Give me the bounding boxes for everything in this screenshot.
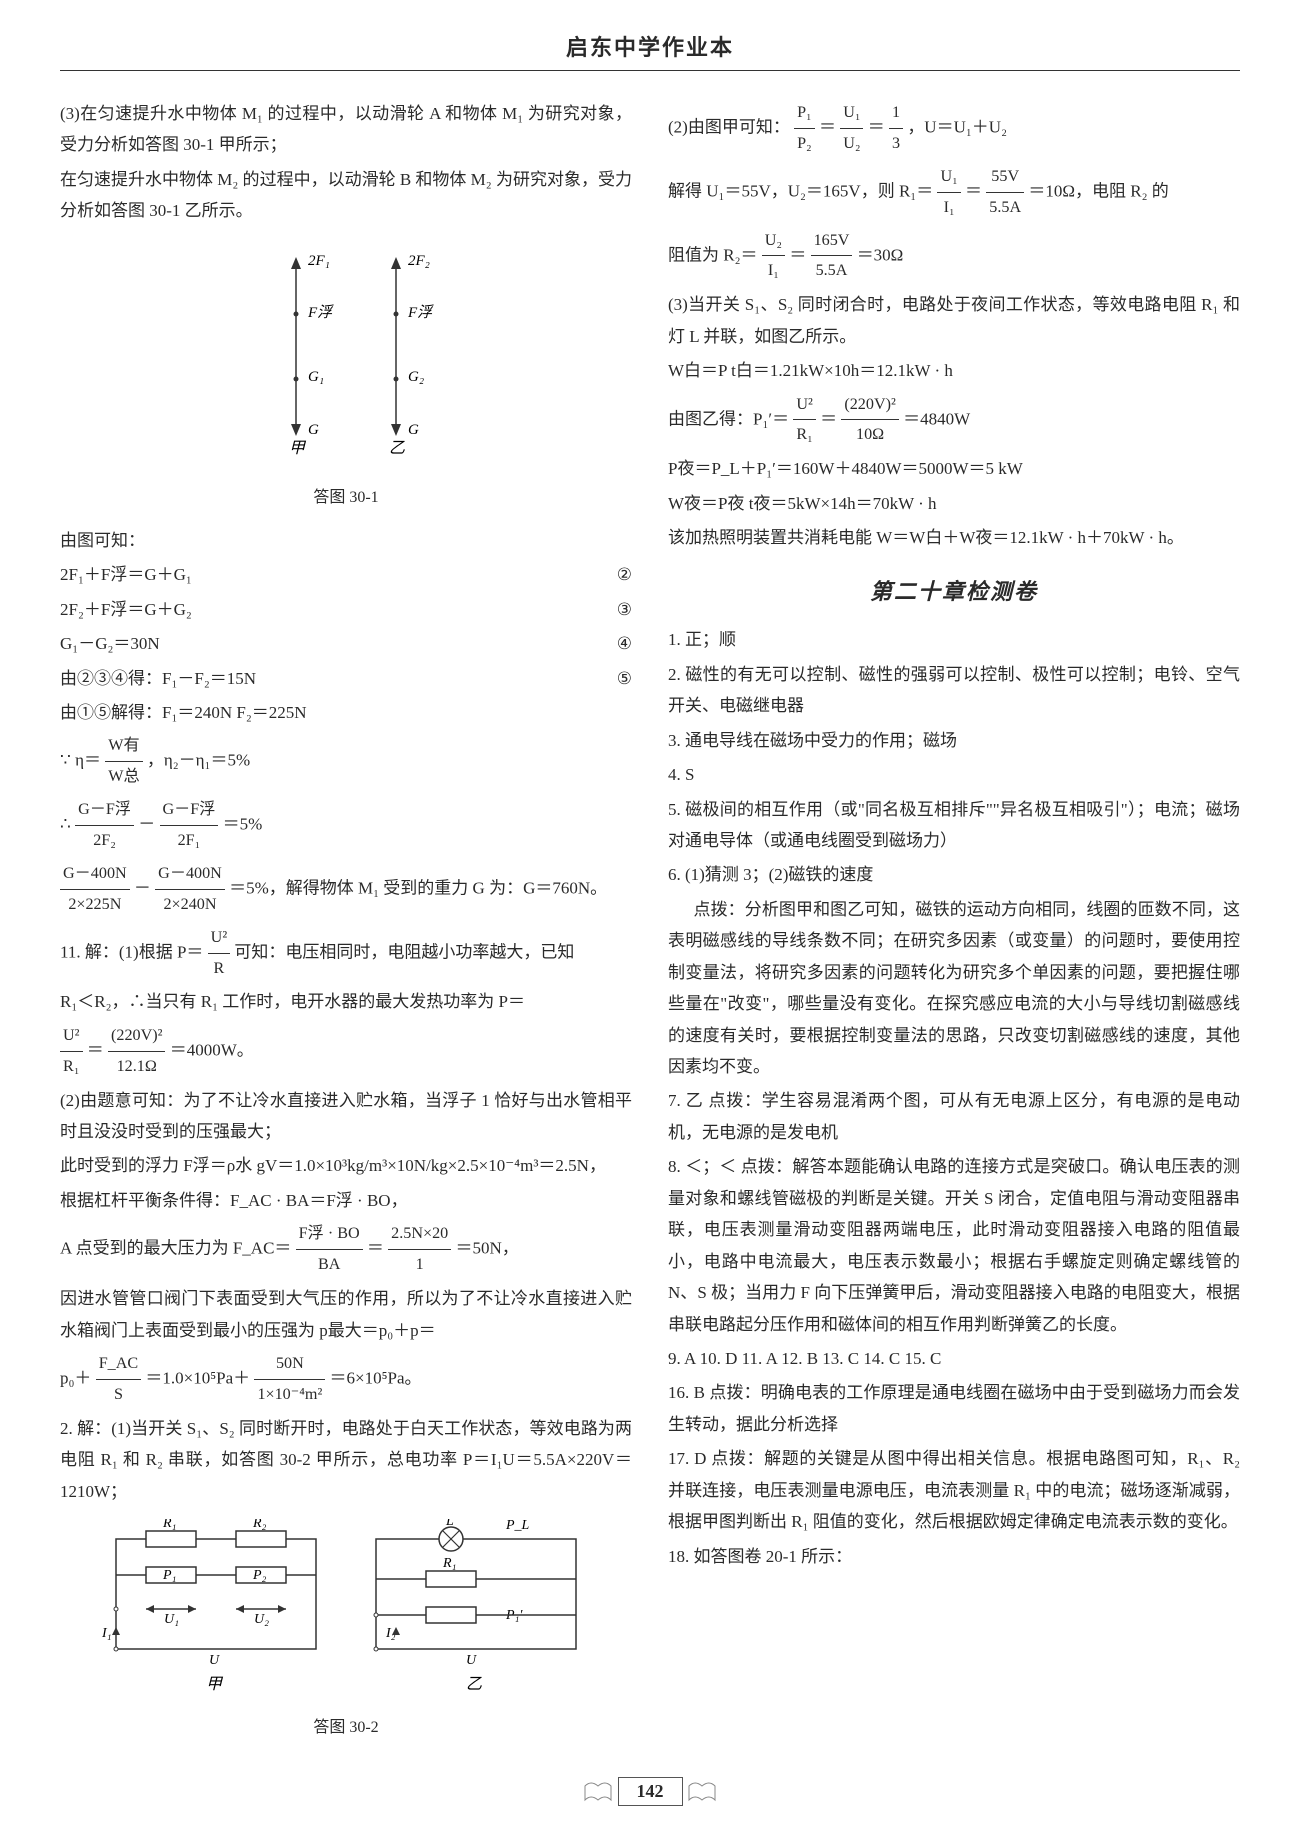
svg-text:U: U [209, 1653, 220, 1668]
paragraph: 因进水管管口阀门下表面受到大气压的作用，所以为了不让冷水直接进入贮水箱阀门上表面… [60, 1283, 632, 1346]
problem-11: 11. 解：(1)根据 P＝ U²R 可知：电压相同时，电阻越小功率越大，已知 [60, 923, 632, 984]
equation-line: G₁－G₂＝30N④ [60, 628, 632, 659]
answer-item: 18. 如答图卷 20-1 所示： [668, 1541, 1240, 1572]
answer-item: 6. (1)猜测 3；(2)磁铁的速度 [668, 859, 1240, 890]
label-G1: G₁ [308, 369, 324, 385]
paragraph: 由图可知： [60, 525, 632, 556]
circuit-svg: R₁ R₂ P₁ P₂ U₁ U₂ [96, 1519, 596, 1699]
equation-line: (2)由图甲可知： P₁P₂ ＝ U₁U₂ ＝ 13 ，U＝U₁＋U₂ [668, 98, 1240, 159]
equation-line: 由①⑤解得：F₁＝240N F₂＝225N [60, 697, 632, 728]
svg-text:甲: 甲 [206, 1676, 224, 1693]
section-title: 第二十章检测卷 [668, 572, 1240, 613]
paragraph: 此时受到的浮力 F浮＝ρ水 gV＝1.0×10³kg/m³×10N/kg×2.5… [60, 1150, 632, 1181]
equation-line: P夜＝P_L＋P₁′＝160W＋4840W＝5000W＝5 kW [668, 453, 1240, 484]
paragraph: (3)当开关 S₁、S₂ 同时闭合时，电路处于夜间工作状态，等效电路电阻 R₁ … [668, 289, 1240, 352]
paragraph: 根据杠杆平衡条件得：F_AC · BA＝F浮 · BO， [60, 1185, 632, 1216]
figure-30-2: R₁ R₂ P₁ P₂ U₁ U₂ [60, 1519, 632, 1743]
paragraph: (3)在匀速提升水中物体 M₁ 的过程中，以动滑轮 A 和物体 M₁ 为研究对象… [60, 98, 632, 161]
paragraph: (2)由题意可知：为了不让冷水直接进入贮水箱，当浮子 1 恰好与出水管相平时且没… [60, 1085, 632, 1148]
equation-line: 2F₁＋F浮＝G＋G₁② [60, 559, 632, 590]
label-yi: 乙 [389, 440, 405, 457]
answer-note: 点拨：分析图甲和图乙可知，磁铁的运动方向相同，线圈的匝数不同，这表明磁感线的导线… [668, 894, 1240, 1083]
svg-text:L: L [445, 1519, 454, 1529]
label-Ffu2: F浮 [407, 304, 434, 321]
answer-item: 7. 乙 点拨：学生容易混淆两个图，可从有无电源上区分，有电源的是电动机，无电源… [668, 1085, 1240, 1148]
two-column-layout: (3)在匀速提升水中物体 M₁ 的过程中，以动滑轮 A 和物体 M₁ 为研究对象… [60, 95, 1240, 1755]
svg-text:U: U [466, 1653, 477, 1668]
book-icon [687, 1782, 717, 1804]
label-2F2: 2F₂ [408, 253, 430, 269]
answer-item: 16. B 点拨：明确电表的工作原理是通电线圈在磁场中由于受到磁场力而会发生转动… [668, 1377, 1240, 1440]
force-diagram-svg: 2F₁ F浮 G₁ G 甲 2F₂ F浮 G₂ G 乙 [216, 239, 476, 469]
paragraph: R₁＜R₂，∴当只有 R₁ 工作时，电开水器的最大发热功率为 P＝ [60, 986, 632, 1017]
equation-line: 由图乙得：P₁′＝ U²R₁ ＝ (220V)²10Ω ＝4840W [668, 390, 1240, 451]
answer-item: 3. 通电导线在磁场中受力的作用；磁场 [668, 725, 1240, 756]
right-column: (2)由图甲可知： P₁P₂ ＝ U₁U₂ ＝ 13 ，U＝U₁＋U₂ 解得 U… [668, 95, 1240, 1755]
answer-item: 2. 磁性的有无可以控制、磁性的强弱可以控制、极性可以控制；电铃、空气开关、电磁… [668, 659, 1240, 722]
svg-text:I₁: I₁ [101, 1626, 112, 1641]
page: 启东中学作业本 (3)在匀速提升水中物体 M₁ 的过程中，以动滑轮 A 和物体 … [0, 0, 1300, 1846]
figure-caption: 答图 30-1 [60, 483, 632, 513]
answer-item: 9. A 10. D 11. A 12. B 13. C 14. C 15. C [668, 1343, 1240, 1374]
paragraph: 在匀速提升水中物体 M₂ 的过程中，以动滑轮 B 和物体 M₂ 为研究对象，受力… [60, 164, 632, 227]
left-column: (3)在匀速提升水中物体 M₁ 的过程中，以动滑轮 A 和物体 M₁ 为研究对象… [60, 95, 632, 1755]
label-2F1: 2F₁ [308, 253, 330, 269]
figure-30-1: 2F₁ F浮 G₁ G 甲 2F₂ F浮 G₂ G 乙 [60, 239, 632, 513]
svg-text:R₁: R₁ [162, 1519, 176, 1531]
equation-line: 解得 U₁＝55V，U₂＝165V，则 R₁＝ U₁I₁ ＝ 55V5.5A ＝… [668, 162, 1240, 223]
svg-text:P_L: P_L [505, 1519, 530, 1533]
svg-text:乙: 乙 [466, 1676, 482, 1693]
answer-item: 1. 正；顺 [668, 624, 1240, 655]
equation-line: U²R₁ ＝ (220V)²12.1Ω ＝4000W。 [60, 1021, 632, 1082]
paragraph: 该加热照明装置共消耗电能 W＝W白＋W夜＝12.1kW · h＋70kW · h… [668, 522, 1240, 553]
page-number-value: 142 [618, 1777, 683, 1806]
svg-text:P₂: P₂ [252, 1568, 267, 1583]
answer-item: 5. 磁极间的相互作用（或"同名极互相排斥""异名极互相吸引"）；电流；磁场对通… [668, 794, 1240, 857]
svg-text:R₂: R₂ [252, 1519, 267, 1531]
equation-line: ∴ G－F浮2F₂ － G－F浮2F₁ ＝5% [60, 795, 632, 856]
svg-text:P₁: P₁ [162, 1568, 176, 1583]
equation-line: G－400N2×225N － G－400N2×240N ＝5%，解得物体 M₁ … [60, 859, 632, 920]
answer-item: 4. S [668, 759, 1240, 790]
label-G2b: G [408, 422, 419, 438]
equation-line: W夜＝P夜 t夜＝5kW×14h＝70kW · h [668, 488, 1240, 519]
svg-text:R₁: R₁ [442, 1556, 456, 1571]
page-number: 142 [60, 1777, 1240, 1806]
label-G2: G₂ [408, 369, 424, 385]
equation-line: ∵ η＝ W有W总 ，η₂－η₁＝5% [60, 731, 632, 792]
figure-caption: 答图 30-2 [60, 1713, 632, 1743]
label-Ffu: F浮 [307, 304, 334, 321]
answer-item: 17. D 点拨：解题的关键是从图中得出相关信息。根据电路图可知，R₁、R₂ 并… [668, 1443, 1240, 1537]
equation-line: p₀＋ F_ACS ＝1.0×10⁵Pa＋ 50N1×10⁻⁴m² ＝6×10⁵… [60, 1349, 632, 1410]
answer-item: 8. ＜；＜ 点拨：解答本题能确认电路的连接方式是突破口。确认电压表的测量对象和… [668, 1151, 1240, 1340]
equation-line: A 点受到的最大压力为 F_AC＝ F浮 · BOBA ＝ 2.5N×201 ＝… [60, 1219, 632, 1280]
problem-2: 2. 解：(1)当开关 S₁、S₂ 同时断开时，电路处于白天工作状态，等效电路为… [60, 1413, 632, 1507]
equation-line: 2F₂＋F浮＝G＋G₂③ [60, 594, 632, 625]
equation-line: W白＝P t白＝1.21kW×10h＝12.1kW · h [668, 355, 1240, 386]
label-G: G [308, 422, 319, 438]
book-icon [583, 1782, 613, 1804]
svg-text:U₂: U₂ [254, 1612, 269, 1627]
equation-line: 由②③④得：F₁－F₂＝15N⑤ [60, 663, 632, 694]
equation-line: 阻值为 R₂＝ U₂I₁ ＝ 165V5.5A ＝30Ω [668, 226, 1240, 287]
label-jia: 甲 [289, 440, 307, 457]
page-header: 启东中学作业本 [60, 30, 1240, 71]
svg-text:U₁: U₁ [164, 1612, 179, 1627]
